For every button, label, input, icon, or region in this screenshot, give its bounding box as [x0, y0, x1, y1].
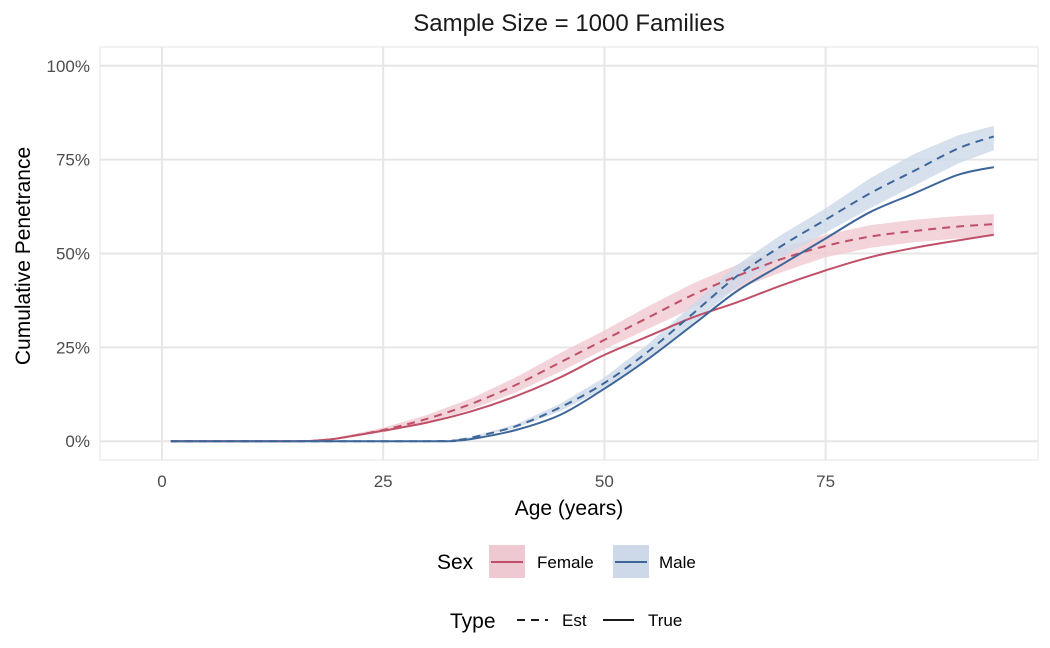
female-true-line	[170, 233, 994, 443]
x-axis-ticks: 0 25 50 75	[157, 472, 835, 491]
y-axis-ticks: 0% 25% 50% 75% 100%	[47, 57, 90, 451]
series-lines	[170, 135, 995, 443]
legend-type-title: Type	[450, 610, 496, 633]
legend-true-label: True	[648, 611, 682, 630]
y-tick-label: 25%	[56, 338, 90, 357]
y-tick-label: 0%	[65, 432, 90, 451]
male-true-line	[170, 166, 995, 443]
x-axis-label: Age (years)	[515, 497, 624, 520]
legend-sex-title: Sex	[437, 551, 474, 574]
male-confidence-band	[170, 125, 994, 442]
y-tick-label: 50%	[56, 245, 90, 264]
x-tick-label: 50	[595, 472, 614, 491]
legend-est-label: Est	[562, 611, 587, 630]
legend-female-label: Female	[537, 553, 594, 572]
x-tick-label: 25	[374, 472, 393, 491]
female-confidence-band	[170, 214, 994, 442]
confidence-bands	[170, 125, 994, 442]
chart-title: Sample Size = 1000 Families	[413, 10, 724, 37]
plot-panel	[99, 46, 1039, 461]
y-tick-label: 75%	[56, 151, 90, 170]
legend-sex: Sex Female Male	[437, 545, 696, 578]
y-tick-label: 100%	[47, 57, 90, 76]
legend-type: Type Est True	[450, 610, 682, 633]
x-tick-label: 0	[157, 472, 166, 491]
gridlines	[100, 47, 1038, 460]
legend-male-label: Male	[659, 553, 696, 572]
y-axis-label: Cumulative Penetrance	[12, 147, 35, 365]
x-tick-label: 75	[816, 472, 835, 491]
